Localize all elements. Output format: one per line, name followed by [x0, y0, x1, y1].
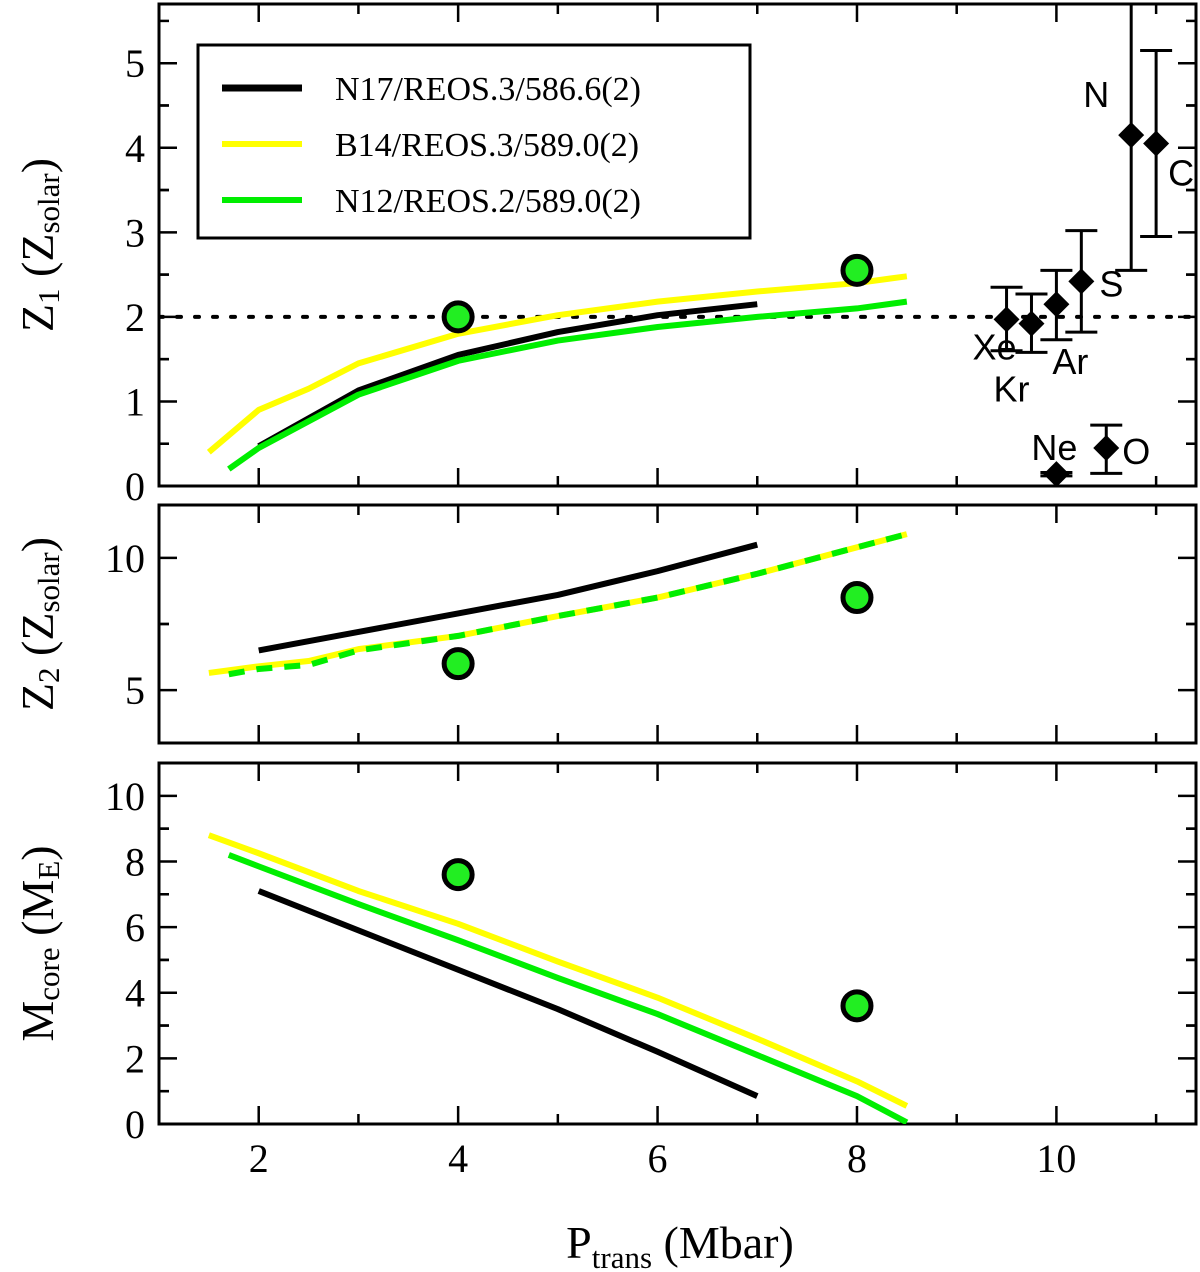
abundance-marker: [1043, 291, 1070, 318]
y-tick-label-z1: 2: [125, 295, 145, 340]
y-tick-label-z2: 5: [125, 668, 145, 713]
abundance-marker: [993, 306, 1020, 333]
y-tick-label-mcore: 10: [105, 774, 145, 819]
abundance-N: N: [1083, 4, 1148, 272]
y-axis-label-part: Z: [12, 304, 63, 332]
model-marker: [441, 858, 475, 892]
x-tick-label: 2: [249, 1136, 269, 1181]
y-axis-label-part: ): [12, 158, 63, 173]
y-axis-label-part: core: [31, 947, 66, 1000]
legend-label-b14: B14/REOS.3/589.0(2): [335, 127, 639, 164]
x-axis-label: Ptrans (Mbar): [566, 1217, 794, 1272]
y-tick-label-mcore: 6: [125, 905, 145, 950]
y-tick-label-mcore: 4: [125, 971, 145, 1016]
panel-mcore: 2 4 6 8 10 0 2 4 6 8 10 Mcore (ME): [12, 761, 1198, 1181]
y-tick-label-mcore: 0: [125, 1102, 145, 1147]
y-tick-label-z1: 5: [125, 41, 145, 86]
x-tick-label: 4: [448, 1136, 468, 1181]
y-axis-label-part: ): [12, 845, 63, 860]
x-axis-label-sub: trans: [592, 1240, 652, 1272]
abundance-Xe: Xe: [973, 285, 1023, 367]
series-line-mcore-1: [207, 832, 909, 1109]
y-tick-label-z1: 4: [125, 126, 145, 171]
y-axis-label-part: M: [12, 1001, 63, 1042]
panel-z2: 5 10 Z2 (Zsolar): [12, 503, 1198, 745]
element-label: Ar: [1052, 341, 1088, 382]
y-axis-label-part: 1: [31, 288, 66, 304]
legend-label-n12: N12/REOS.2/589.0(2): [335, 183, 641, 220]
element-label: N: [1083, 74, 1109, 115]
abundance-marker: [1018, 310, 1045, 337]
panel-frame-z1: [157, 2, 1198, 488]
x-axis-label-rest: (Mbar): [652, 1217, 794, 1268]
legend-label-n17: N17/REOS.3/586.6(2): [335, 71, 641, 108]
series-line-z1-0: [257, 301, 758, 449]
series-line-z1-2: [227, 298, 908, 472]
x-tick-label: 6: [648, 1136, 668, 1181]
abundance-C: C: [1140, 49, 1194, 239]
series-line-mcore-0: [257, 888, 759, 1099]
y-tick-label-mcore: 2: [125, 1036, 145, 1081]
y-tick-label-z2: 10: [105, 536, 145, 581]
svg-text:Ptrans (Mbar): Ptrans (Mbar): [566, 1217, 794, 1272]
series-line-z2-1: [208, 531, 908, 676]
series-line-z2-0: [258, 541, 759, 654]
y-tick-label-z1: 1: [125, 379, 145, 424]
y-axis-label-part: ): [12, 537, 63, 552]
abundance-marker: [1118, 122, 1145, 149]
y-axis-label-part: solar: [31, 552, 66, 613]
series-line-z1-1: [206, 273, 908, 455]
x-tick-label: 8: [847, 1136, 867, 1181]
x-tick-label: 10: [1036, 1136, 1076, 1181]
abundance-marker: [1093, 434, 1120, 461]
y-axis-label-part: (M: [12, 880, 63, 948]
element-label: Xe: [973, 326, 1017, 367]
abundance-marker: [1068, 268, 1095, 295]
element-label: C: [1168, 153, 1194, 194]
abundance-Ne: Ne: [1031, 427, 1077, 486]
y-axis-label-part: Z: [12, 683, 63, 711]
element-label: O: [1122, 431, 1150, 472]
series-line-mcore-2: [227, 852, 909, 1124]
model-marker: [441, 300, 475, 334]
plot-area-mcore: [207, 832, 909, 1124]
y-axis-label-part: E: [31, 861, 66, 880]
model-marker: [840, 989, 874, 1023]
abundance-marker: [1043, 461, 1070, 486]
panel-frame-z2: [157, 503, 1198, 745]
abundance-Ar: Ar: [1040, 268, 1088, 382]
y-axis-label-z1: Z1 (Zsolar): [12, 158, 67, 332]
y-axis-label-part: solar: [31, 173, 66, 234]
y-tick-label-z1: 3: [125, 210, 145, 255]
y-axis-label-part: 2: [31, 667, 66, 683]
series-line-z2-2: [228, 531, 908, 678]
x-axis-label-main: P: [566, 1217, 592, 1268]
y-tick-label-mcore: 8: [125, 839, 145, 884]
abundance-O: O: [1090, 423, 1150, 475]
model-marker: [840, 253, 874, 287]
model-marker: [441, 647, 475, 681]
y-tick-label-z1: 0: [125, 464, 145, 509]
abundance-marker: [1143, 130, 1170, 157]
model-marker: [840, 581, 874, 615]
element-label: Kr: [993, 369, 1029, 410]
abundance-Kr: Kr: [993, 292, 1048, 410]
element-label: Ne: [1031, 427, 1077, 468]
y-axis-label-part: (Z: [12, 234, 63, 289]
panel-frame-mcore: [157, 761, 1198, 1126]
y-axis-label-mcore: Mcore (ME): [12, 845, 67, 1041]
legend: N17/REOS.3/586.6(2) B14/REOS.3/589.0(2) …: [196, 43, 752, 240]
plot-area-z2: [208, 531, 908, 681]
y-axis-label-z2: Z2 (Zsolar): [12, 537, 67, 711]
y-axis-label-part: (Z: [12, 613, 63, 668]
